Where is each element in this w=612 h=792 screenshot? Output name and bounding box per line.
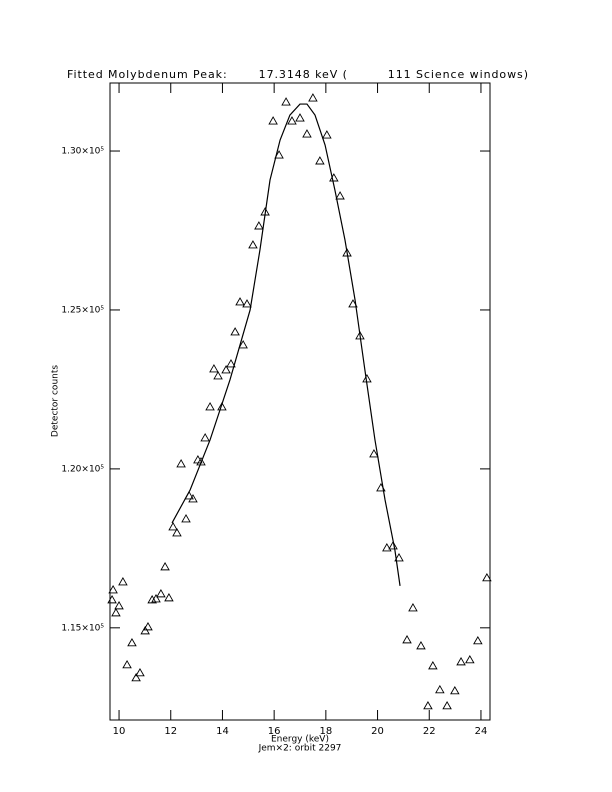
data-point xyxy=(382,543,392,552)
subtitle: Jem×2: orbit 2297 xyxy=(258,744,342,754)
data-point xyxy=(200,433,210,442)
data-point xyxy=(242,299,252,308)
y-tick-label: 1.15×10⁵ xyxy=(61,623,104,633)
data-point xyxy=(230,327,240,336)
data-point xyxy=(122,659,132,669)
x-tick-label: 24 xyxy=(475,726,488,737)
data-point xyxy=(196,457,206,466)
data-point xyxy=(235,297,245,306)
y-tick-label: 1.30×10⁵ xyxy=(61,147,104,157)
data-point xyxy=(268,116,278,125)
data-point xyxy=(107,594,117,604)
y-axis-label: Detector counts xyxy=(51,365,61,437)
x-tick-label: 18 xyxy=(319,726,332,737)
y-tick-label: 1.20×10⁵ xyxy=(61,464,104,474)
data-point xyxy=(213,371,223,380)
data-point xyxy=(369,449,379,458)
data-point xyxy=(315,156,325,165)
data-point xyxy=(168,521,178,531)
data-point xyxy=(176,459,186,468)
data-point xyxy=(342,248,352,257)
data-point xyxy=(156,588,166,598)
data-point xyxy=(408,602,418,612)
data-point xyxy=(254,221,264,230)
data-point xyxy=(143,621,153,631)
x-axis-label: Energy (keV) xyxy=(271,735,329,745)
data-point xyxy=(308,93,318,102)
data-point xyxy=(127,637,137,647)
data-point xyxy=(295,113,305,122)
data-point xyxy=(302,129,312,138)
x-tick-label: 12 xyxy=(164,726,177,737)
data-point xyxy=(281,97,291,106)
data-point xyxy=(114,600,124,610)
data-point xyxy=(428,660,438,670)
data-point xyxy=(465,654,475,664)
data-point xyxy=(205,402,215,411)
data-point xyxy=(482,572,492,582)
data-point xyxy=(217,402,227,411)
chart-title: Fitted Molybdenum Peak: 17.3148 keV ( 11… xyxy=(67,68,528,81)
x-tick-label: 16 xyxy=(268,726,281,737)
data-point xyxy=(108,584,118,594)
data-point xyxy=(188,494,198,503)
data-point xyxy=(423,700,433,710)
data-point xyxy=(435,684,445,694)
data-point xyxy=(151,593,161,603)
x-tick-label: 20 xyxy=(371,726,384,737)
data-point xyxy=(416,640,426,650)
data-point xyxy=(164,592,174,602)
plot-frame xyxy=(109,82,491,721)
data-point xyxy=(394,552,404,562)
data-point xyxy=(147,594,157,604)
x-tick-label: 22 xyxy=(423,726,436,737)
data-point xyxy=(287,116,297,125)
data-point xyxy=(473,635,483,645)
data-point xyxy=(140,625,150,635)
data-point xyxy=(402,634,412,644)
data-point xyxy=(248,240,258,249)
data-point xyxy=(221,365,231,374)
fit-line xyxy=(171,103,401,586)
data-point xyxy=(388,540,398,550)
data-point xyxy=(456,656,466,666)
x-tick-label: 14 xyxy=(216,726,229,737)
data-point xyxy=(450,685,460,695)
data-point xyxy=(274,150,284,159)
data-point xyxy=(238,340,248,349)
data-point xyxy=(442,700,452,710)
data-point xyxy=(135,667,145,677)
y-tick-label: 1.25×10⁵ xyxy=(61,305,104,315)
data-point xyxy=(226,359,236,368)
data-point xyxy=(118,576,128,586)
data-point xyxy=(111,607,121,617)
data-point xyxy=(335,191,345,200)
data-point xyxy=(160,561,170,571)
data-point xyxy=(209,364,219,373)
data-point xyxy=(131,672,141,682)
data-point xyxy=(322,130,332,139)
x-tick-label: 10 xyxy=(113,726,126,737)
data-point xyxy=(181,514,191,523)
data-point xyxy=(172,527,182,537)
